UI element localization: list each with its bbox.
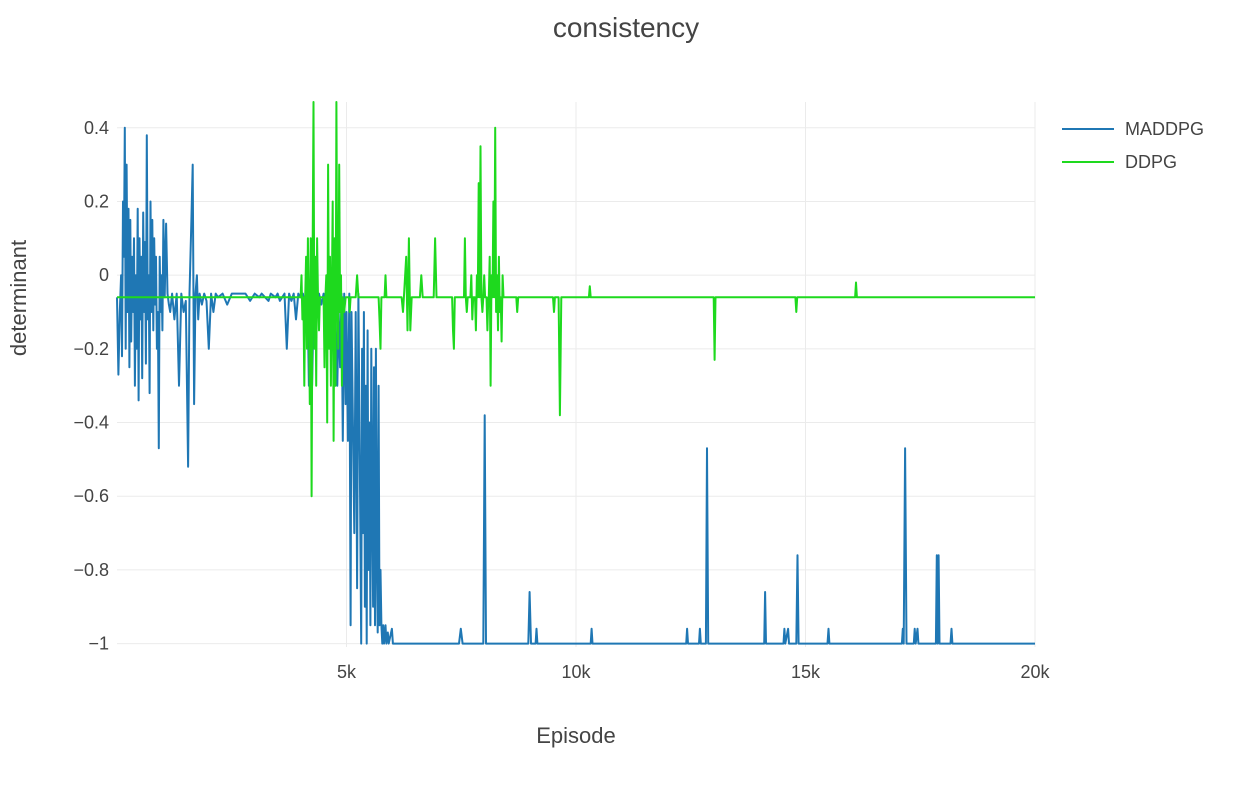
chart-title: consistency (553, 12, 699, 43)
x-tick-label: 5k (337, 662, 357, 682)
series-line-maddpg (116, 126, 1035, 645)
legend-label: MADDPG (1125, 119, 1204, 139)
legend-item-maddpg[interactable]: MADDPG (1062, 119, 1204, 139)
y-tick-label: −1 (88, 634, 109, 654)
x-tick-label: 10k (561, 662, 591, 682)
y-axis-ticks: 0.4 0.2 0 −0.2 −0.4 −0.6 −0.8 −1 (73, 118, 109, 654)
legend-label: DDPG (1125, 152, 1177, 172)
y-tick-label: −0.6 (73, 486, 109, 506)
y-tick-label: −0.8 (73, 560, 109, 580)
legend[interactable]: MADDPG DDPG (1062, 119, 1204, 172)
y-tick-label: −0.4 (73, 413, 109, 433)
series-line-ddpg (117, 101, 1035, 498)
legend-item-ddpg[interactable]: DDPG (1062, 152, 1177, 172)
x-tick-label: 20k (1020, 662, 1050, 682)
x-axis-ticks: 5k 10k 15k 20k (337, 662, 1051, 682)
x-axis-title: Episode (536, 723, 616, 748)
y-tick-label: 0.2 (84, 191, 109, 211)
series-lines (116, 101, 1035, 645)
x-tick-label: 15k (791, 662, 821, 682)
grid-lines (117, 102, 1036, 647)
y-tick-label: 0.4 (84, 118, 109, 138)
y-tick-label: 0 (99, 265, 109, 285)
y-axis-title: determinant (6, 240, 31, 356)
y-tick-label: −0.2 (73, 339, 109, 359)
